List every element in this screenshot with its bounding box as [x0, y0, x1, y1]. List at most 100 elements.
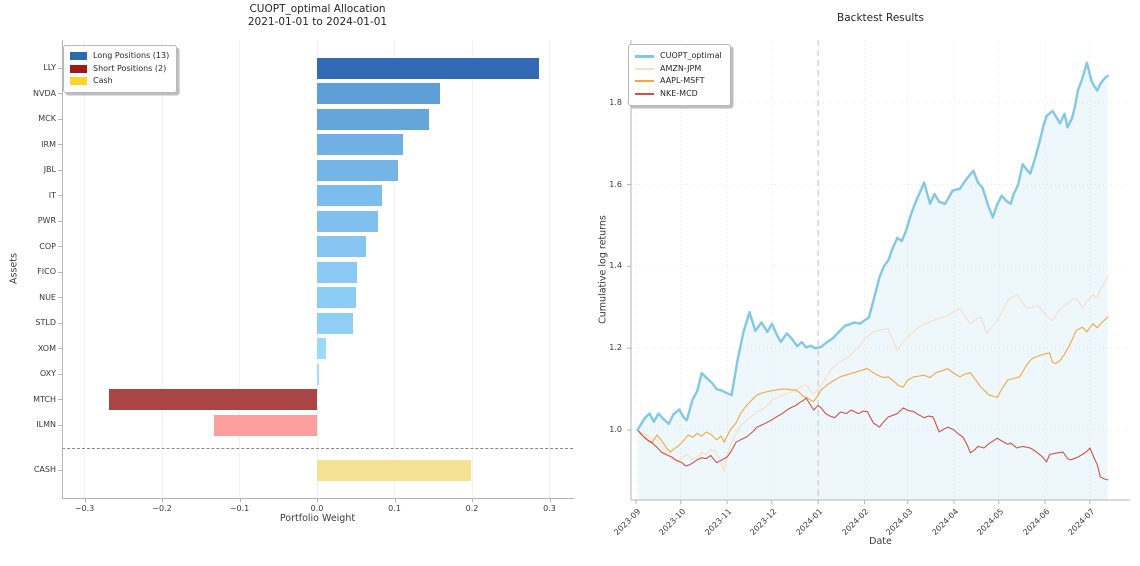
allocation-legend-item-2: Cash [70, 75, 169, 88]
ytick-label-pwr: PWR [37, 216, 56, 225]
xtick-mark--0.1 [239, 498, 241, 502]
ytick-label-1.6: 1.6 [609, 179, 622, 189]
bar-mck [317, 108, 430, 130]
allocation-legend: Long Positions (13) Short Positions (2) Ca… [63, 45, 178, 93]
ytick-label-irm: IRM [41, 139, 56, 149]
series-line-nke-mcd [636, 397, 1109, 481]
ytick-mark-lly [58, 67, 62, 69]
ytick-label-mck: MCK [38, 114, 56, 123]
bar-cop [317, 236, 366, 257]
bar-jbl [317, 159, 399, 181]
xtick-label--0.2: −0.2 [152, 504, 172, 513]
legend-label: Cash [93, 76, 113, 85]
xtick-label--0.3: −0.3 [74, 504, 95, 513]
bar-mtch [109, 389, 317, 410]
ytick-mark-nue [58, 297, 62, 298]
series-line-aapl-msft [636, 316, 1109, 453]
legend-line-swatch-icon [635, 80, 654, 83]
ytick-label-oxy: OXY [39, 369, 56, 378]
ytick-mark-oxy [58, 373, 62, 375]
gridline-x [394, 40, 395, 498]
bar-xom [317, 338, 327, 359]
bar-stld [317, 312, 353, 334]
ytick-label-lly: LLY [43, 63, 56, 72]
gridline-x [239, 40, 240, 498]
ytick-mark-mtch [58, 399, 62, 400]
short-cash-separator [62, 448, 573, 449]
bar-pwr [317, 210, 379, 232]
xtick-mark--0.2 [162, 498, 163, 502]
legend-label: Short Positions (2) [93, 63, 167, 73]
ytick-label-nvda: NVDA [33, 88, 56, 98]
series-line-amzn-jpm [636, 276, 1109, 473]
bar-irm [317, 134, 404, 155]
ytick-mark-mck [58, 118, 62, 120]
ytick-label-1.8: 1.8 [609, 97, 622, 107]
ytick-label-it: IT [48, 190, 56, 200]
legend-label: NKE-MCD [660, 88, 698, 98]
ytick-label-xom: XOM [37, 343, 56, 353]
left-xlabel: Portfolio Weight [279, 513, 356, 524]
backtest-chart: 1.0 1.2 1.4 1.6 1.8 2023-09 2023-10 2023-11 2023… [596, 0, 1140, 566]
legend-line-swatch-icon [635, 54, 654, 58]
legend-swatch-icon [70, 64, 87, 73]
legend-label: AAPL-MSFT [660, 76, 705, 85]
ytick-label-1: 1.0 [609, 425, 622, 434]
ytick-mark-xom [58, 348, 62, 349]
ytick-mark-ilmn [58, 424, 62, 426]
xtick-mark-0.3 [549, 498, 551, 502]
backtest-legend-item-3: NKE-MCD [635, 88, 722, 101]
ytick-label-cop: COP [39, 241, 56, 251]
xtick-mark-0.1 [394, 498, 396, 502]
ytick-mark-fico [58, 271, 62, 273]
legend-label: Long Positions (13) [93, 51, 170, 60]
bar-it [317, 185, 383, 206]
legend-swatch-icon [70, 77, 87, 86]
ytick-label-jbl: JBL [43, 165, 56, 174]
ytick-mark-pwr [58, 220, 62, 222]
bar-cash [317, 459, 472, 481]
bar-oxy [317, 363, 320, 385]
allocation-chart: CUOPT_optimal Allocation 2021-01-01 to 2… [9, 3, 574, 524]
backtest-legend: CUOPT_optimal AMZN-JPM AAPL-MSFT NKE-MCD [628, 44, 731, 106]
backtest-legend-item-2: AAPL-MSFT [635, 75, 722, 88]
left-chart-title-line2: 2021-01-01 to 2024-01-01 [247, 16, 388, 28]
ytick-label-1.4: 1.4 [609, 261, 622, 271]
ytick-label-fico: FICO [37, 267, 56, 276]
right-chart-title: Backtest Results [837, 12, 924, 24]
xtick-mark-0 [317, 498, 318, 502]
bottom-axis-spine [62, 498, 574, 499]
xtick-label--0.1: −0.1 [229, 504, 250, 513]
bar-nue [317, 287, 356, 308]
xtick-mark--0.3 [84, 498, 86, 502]
ytick-label-1.2: 1.2 [609, 343, 622, 353]
xtick-mark-0.2 [472, 498, 473, 502]
gridline-x [84, 40, 85, 498]
bar-lly [317, 57, 540, 79]
legend-line-swatch-icon [635, 92, 654, 95]
legend-label: CUOPT_optimal [660, 51, 722, 60]
ytick-mark-irm [58, 144, 62, 145]
legend-line-swatch-icon [635, 67, 654, 70]
allocation-legend-item-1: Short Positions (2) [70, 63, 169, 76]
backtest-legend-item-1: AMZN-JPM [635, 63, 722, 76]
ytick-mark-it [58, 195, 62, 196]
gridline-x [549, 40, 550, 498]
backtest-legend-item-0: CUOPT_optimal [635, 50, 722, 63]
xtick-label-0.1: 0.1 [388, 504, 401, 513]
legend-label: AMZN-JPM [660, 63, 702, 73]
ytick-mark-cop [58, 246, 62, 247]
gridline-x [471, 40, 473, 498]
bar-nvda [317, 83, 441, 104]
cuopt-fill-area [637, 62, 1108, 500]
ytick-mark-cash [58, 469, 62, 471]
ytick-label-stld: STLD [35, 318, 56, 327]
xtick-label-0.2: 0.2 [465, 504, 479, 513]
series-line-cuopt_optimal [636, 61, 1110, 432]
ytick-mark-nvda [58, 93, 62, 94]
right-ylabel: Cumulative log returns [597, 215, 609, 324]
xtick-label-0.3: 0.3 [543, 504, 556, 513]
ytick-mark-jbl [58, 169, 62, 171]
